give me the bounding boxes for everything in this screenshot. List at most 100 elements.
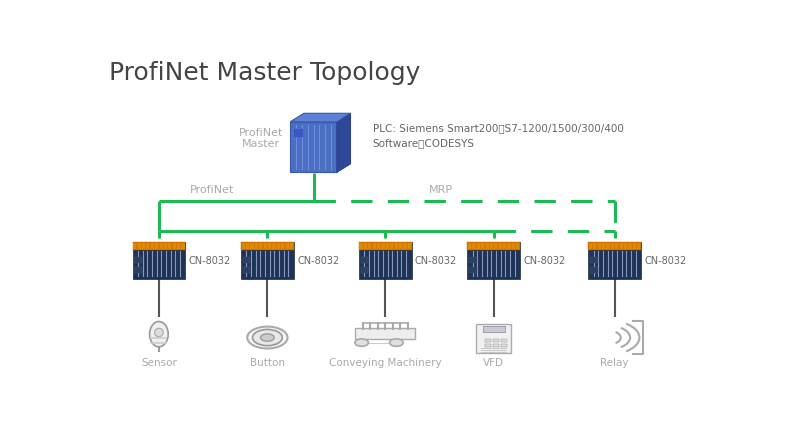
- FancyBboxPatch shape: [241, 242, 294, 279]
- FancyBboxPatch shape: [620, 243, 622, 249]
- Ellipse shape: [355, 339, 369, 346]
- FancyBboxPatch shape: [512, 243, 515, 249]
- Text: CN-8032: CN-8032: [297, 256, 339, 266]
- FancyBboxPatch shape: [250, 243, 254, 249]
- FancyBboxPatch shape: [290, 243, 293, 249]
- FancyBboxPatch shape: [146, 243, 150, 249]
- FancyBboxPatch shape: [589, 243, 592, 249]
- FancyBboxPatch shape: [361, 267, 368, 272]
- FancyBboxPatch shape: [476, 324, 511, 353]
- FancyBboxPatch shape: [470, 257, 477, 263]
- FancyBboxPatch shape: [259, 243, 262, 249]
- Text: MRP: MRP: [429, 185, 453, 195]
- FancyBboxPatch shape: [486, 243, 489, 249]
- FancyBboxPatch shape: [255, 243, 258, 249]
- FancyBboxPatch shape: [516, 243, 519, 249]
- FancyBboxPatch shape: [467, 242, 520, 250]
- FancyBboxPatch shape: [359, 242, 411, 250]
- FancyBboxPatch shape: [361, 257, 368, 263]
- FancyBboxPatch shape: [501, 344, 506, 347]
- FancyBboxPatch shape: [467, 242, 520, 279]
- FancyBboxPatch shape: [173, 243, 176, 249]
- Text: CN-8032: CN-8032: [415, 256, 458, 266]
- Text: ProfiNet: ProfiNet: [190, 185, 234, 195]
- Ellipse shape: [253, 329, 282, 346]
- FancyBboxPatch shape: [246, 243, 250, 249]
- Text: Software：CODESYS: Software：CODESYS: [373, 138, 474, 148]
- Text: CN-8032: CN-8032: [644, 256, 686, 266]
- FancyBboxPatch shape: [606, 243, 610, 249]
- Ellipse shape: [154, 328, 163, 337]
- FancyBboxPatch shape: [359, 242, 411, 279]
- FancyBboxPatch shape: [390, 243, 394, 249]
- Text: PLC: Siemens Smart200、S7-1200/1500/300/400: PLC: Siemens Smart200、S7-1200/1500/300/4…: [373, 124, 624, 134]
- Text: ProfiNet
Master: ProfiNet Master: [239, 128, 283, 149]
- FancyBboxPatch shape: [150, 243, 154, 249]
- FancyBboxPatch shape: [394, 243, 398, 249]
- FancyBboxPatch shape: [386, 243, 389, 249]
- FancyBboxPatch shape: [611, 243, 614, 249]
- FancyBboxPatch shape: [590, 257, 598, 263]
- FancyBboxPatch shape: [164, 243, 167, 249]
- FancyBboxPatch shape: [159, 243, 162, 249]
- Ellipse shape: [390, 339, 403, 346]
- Text: VFD: VFD: [483, 358, 504, 368]
- FancyBboxPatch shape: [477, 243, 480, 249]
- FancyBboxPatch shape: [594, 243, 597, 249]
- FancyBboxPatch shape: [264, 243, 266, 249]
- Text: Conveying Machinery: Conveying Machinery: [329, 358, 442, 368]
- Polygon shape: [290, 113, 350, 122]
- FancyBboxPatch shape: [373, 243, 376, 249]
- FancyBboxPatch shape: [243, 257, 250, 263]
- FancyBboxPatch shape: [286, 243, 289, 249]
- FancyBboxPatch shape: [377, 243, 380, 249]
- Text: CN-8032: CN-8032: [523, 256, 566, 266]
- FancyBboxPatch shape: [481, 243, 484, 249]
- FancyBboxPatch shape: [602, 243, 605, 249]
- FancyBboxPatch shape: [355, 328, 415, 339]
- Text: Relay: Relay: [600, 358, 629, 368]
- FancyBboxPatch shape: [472, 243, 475, 249]
- FancyBboxPatch shape: [133, 243, 136, 249]
- FancyBboxPatch shape: [628, 243, 631, 249]
- FancyBboxPatch shape: [485, 339, 490, 342]
- FancyBboxPatch shape: [403, 243, 406, 249]
- FancyBboxPatch shape: [133, 242, 186, 250]
- FancyBboxPatch shape: [494, 243, 498, 249]
- FancyBboxPatch shape: [493, 344, 498, 347]
- FancyBboxPatch shape: [138, 243, 141, 249]
- FancyBboxPatch shape: [598, 243, 601, 249]
- FancyBboxPatch shape: [485, 344, 490, 347]
- FancyBboxPatch shape: [493, 339, 498, 342]
- Polygon shape: [337, 113, 350, 172]
- FancyBboxPatch shape: [294, 128, 302, 137]
- FancyBboxPatch shape: [590, 267, 598, 272]
- FancyBboxPatch shape: [134, 257, 142, 263]
- FancyBboxPatch shape: [142, 243, 145, 249]
- Text: CN-8032: CN-8032: [189, 256, 231, 266]
- FancyBboxPatch shape: [134, 267, 142, 272]
- FancyBboxPatch shape: [633, 243, 636, 249]
- FancyBboxPatch shape: [482, 326, 505, 332]
- FancyBboxPatch shape: [368, 243, 371, 249]
- FancyBboxPatch shape: [637, 243, 640, 249]
- Text: Sensor: Sensor: [141, 358, 177, 368]
- FancyBboxPatch shape: [182, 243, 185, 249]
- FancyBboxPatch shape: [359, 243, 362, 249]
- FancyBboxPatch shape: [155, 243, 158, 249]
- FancyBboxPatch shape: [277, 243, 280, 249]
- FancyBboxPatch shape: [408, 243, 411, 249]
- FancyBboxPatch shape: [498, 243, 502, 249]
- Text: ProfiNet Master Topology: ProfiNet Master Topology: [110, 61, 421, 85]
- FancyBboxPatch shape: [490, 243, 493, 249]
- Ellipse shape: [247, 327, 287, 349]
- FancyBboxPatch shape: [243, 267, 250, 272]
- FancyBboxPatch shape: [241, 242, 294, 250]
- FancyBboxPatch shape: [273, 243, 275, 249]
- FancyBboxPatch shape: [615, 243, 618, 249]
- Ellipse shape: [261, 334, 274, 341]
- FancyBboxPatch shape: [624, 243, 627, 249]
- FancyBboxPatch shape: [133, 242, 186, 279]
- FancyBboxPatch shape: [399, 243, 402, 249]
- FancyBboxPatch shape: [364, 243, 367, 249]
